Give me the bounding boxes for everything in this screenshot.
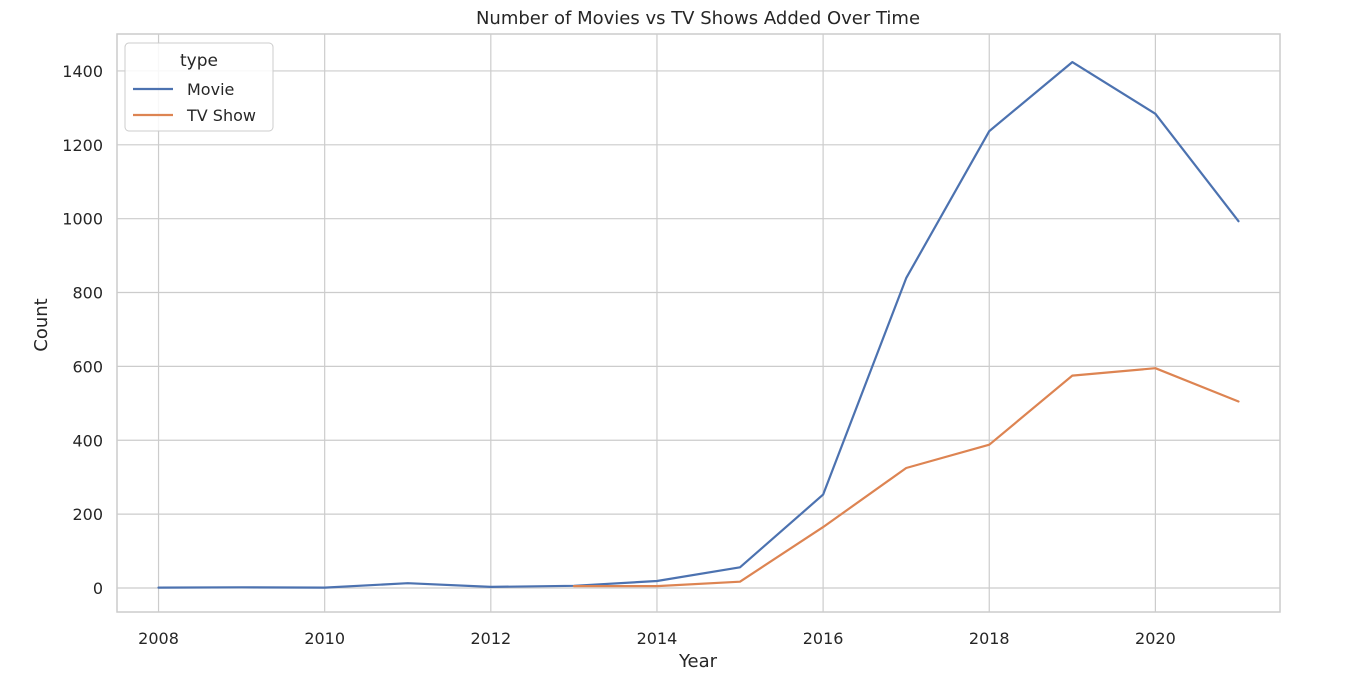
- series-line-movie: [157, 60, 1240, 589]
- plot-frame: [116, 33, 1281, 613]
- y-tick-label: 200: [72, 505, 103, 524]
- x-tick-labels: 2008 2010 2012 2014 2016 2018 2020: [138, 629, 1176, 648]
- y-tick-label: 1400: [62, 62, 103, 81]
- series-line-tv-show: [572, 367, 1240, 588]
- y-tick-label: 1000: [62, 210, 103, 229]
- y-tick-label: 400: [72, 431, 103, 450]
- x-tick-label: 2016: [803, 629, 844, 648]
- x-tick-label: 2008: [138, 629, 179, 648]
- legend-label: TV Show: [186, 106, 256, 125]
- y-tick-labels: 0 200 400 600 800 1000 1200 1400: [62, 62, 103, 598]
- y-tick-label: 1200: [62, 136, 103, 155]
- legend-label: Movie: [187, 80, 234, 99]
- x-axis-label: Year: [678, 651, 718, 672]
- legend-box: [124, 42, 274, 132]
- x-tick-label: 2018: [969, 629, 1010, 648]
- legend-title: type: [180, 51, 218, 71]
- y-tick-label: 600: [72, 357, 103, 376]
- y-tick-label: 0: [93, 579, 103, 598]
- series-lines: [157, 60, 1240, 589]
- x-tick-label: 2010: [304, 629, 345, 648]
- chart-title: Number of Movies vs TV Shows Added Over …: [476, 8, 920, 29]
- y-tick-label: 800: [72, 284, 103, 303]
- legend: type Movie TV Show: [124, 42, 274, 132]
- x-tick-label: 2012: [470, 629, 511, 648]
- x-tick-label: 2014: [637, 629, 678, 648]
- plot-background: [117, 34, 1280, 612]
- x-tick-label: 2020: [1135, 629, 1176, 648]
- y-axis-label: Count: [31, 298, 52, 351]
